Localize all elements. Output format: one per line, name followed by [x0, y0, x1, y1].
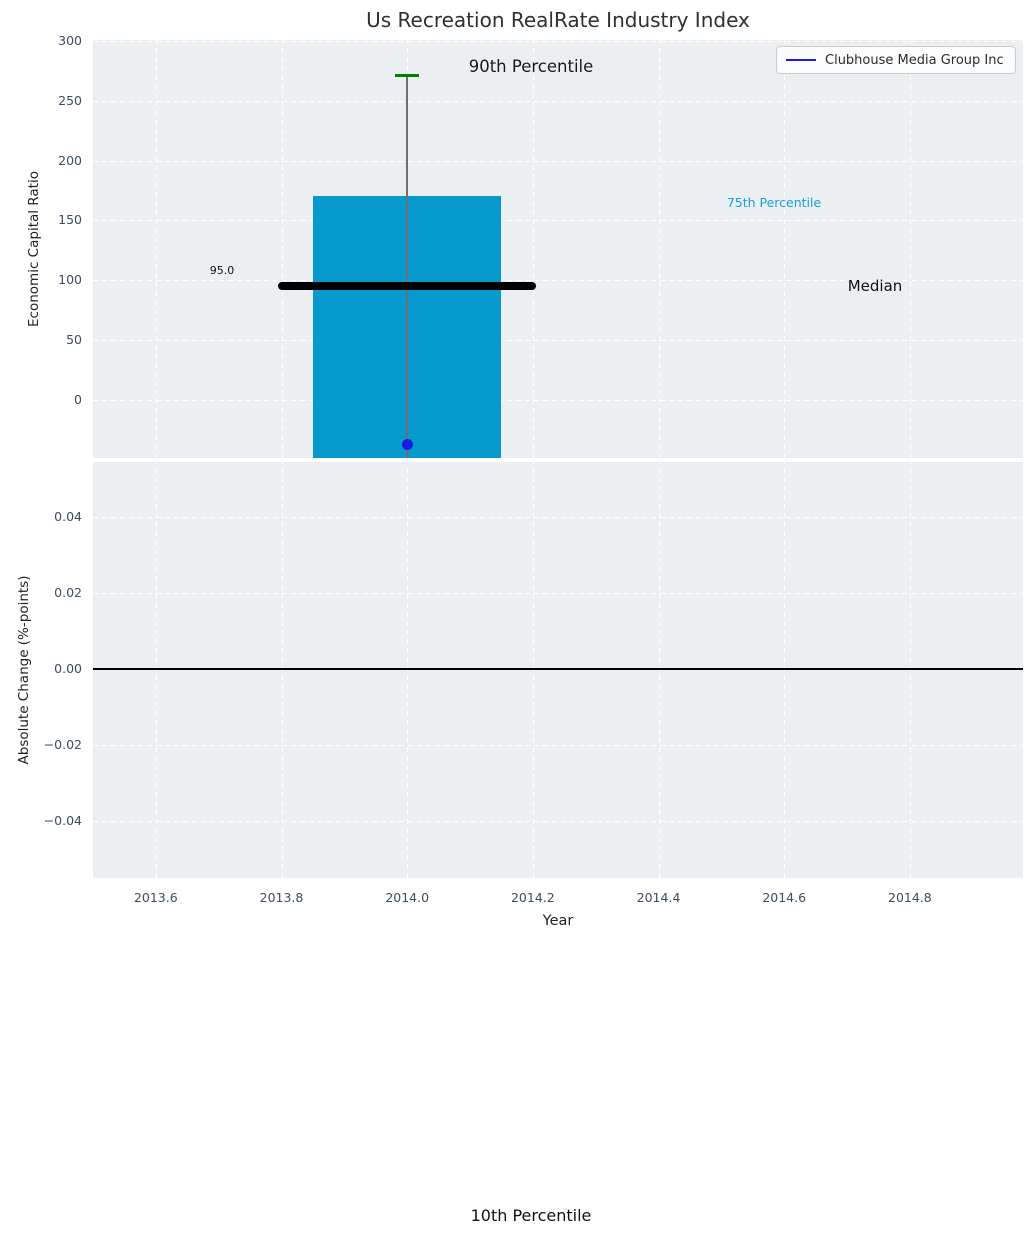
- y-tick-label: 50: [66, 332, 82, 348]
- chart-title: Us Recreation RealRate Industry Index: [366, 8, 750, 32]
- x-tick-label: 2014.4: [636, 890, 681, 905]
- gridline-horizontal: [93, 517, 1023, 519]
- median-annotation: Median: [847, 277, 903, 295]
- gridline-vertical: [532, 462, 534, 878]
- y-tick-label: 250: [58, 92, 82, 108]
- bottom-axes: [93, 462, 1023, 878]
- legend-label: Clubhouse Media Group Inc: [825, 52, 1004, 68]
- p75-annotation: 75th Percentile: [726, 195, 822, 210]
- x-tick-label: 2014.8: [888, 890, 932, 905]
- x-tick-label: 2014.6: [762, 890, 807, 905]
- gridline-horizontal: [93, 593, 1023, 595]
- gridline-vertical: [658, 40, 660, 458]
- gridline-vertical: [155, 462, 157, 878]
- gridline-horizontal: [93, 40, 1023, 42]
- median-value-label: 95.0: [209, 264, 235, 277]
- y-tick-label: 150: [58, 212, 82, 228]
- y-tick-label: 0: [74, 392, 82, 408]
- top-axes: [93, 40, 1023, 458]
- gridline-horizontal: [93, 280, 1023, 282]
- gridline-vertical: [281, 462, 283, 878]
- gridline-vertical: [784, 40, 786, 458]
- legend: Clubhouse Media Group Inc: [776, 46, 1016, 74]
- gridline-horizontal: [93, 745, 1023, 747]
- gridline-vertical: [532, 40, 534, 458]
- y-tick-label: 300: [58, 32, 82, 48]
- company-marker-dot: [401, 439, 413, 451]
- whisker-line: [406, 75, 408, 458]
- gridline-vertical: [407, 462, 409, 878]
- y-tick-label: 0.00: [54, 661, 82, 677]
- y-tick-label: 200: [58, 152, 82, 168]
- gridline-vertical: [909, 462, 911, 878]
- gridline-horizontal: [93, 220, 1023, 222]
- p10-annotation: 10th Percentile: [470, 1206, 592, 1225]
- x-tick-label: 2013.6: [133, 890, 178, 905]
- y-tick-label: 0.04: [54, 509, 82, 525]
- p90-cap: [395, 74, 420, 78]
- gridline-vertical: [909, 40, 911, 458]
- y-tick-label: −0.02: [43, 737, 82, 753]
- gridline-horizontal: [93, 340, 1023, 342]
- gridline-horizontal: [93, 160, 1023, 162]
- zero-line: [93, 668, 1023, 670]
- x-axis-label: Year: [542, 913, 574, 929]
- x-tick-label: 2013.8: [259, 890, 304, 905]
- gridline-vertical: [155, 40, 157, 458]
- p90-annotation: 90th Percentile: [468, 57, 594, 76]
- legend-line-swatch: [786, 58, 816, 62]
- gridline-vertical: [281, 40, 283, 458]
- x-tick-label: 2014.0: [385, 890, 430, 905]
- median-line: [278, 282, 536, 291]
- gridline-horizontal: [93, 400, 1023, 402]
- gridline-vertical: [658, 462, 660, 878]
- gridline-horizontal: [93, 100, 1023, 102]
- x-tick-label: 2014.2: [510, 890, 555, 905]
- y-axis-label-top: Economic Capital Ratio: [26, 171, 42, 327]
- gridline-horizontal: [93, 821, 1023, 822]
- gridline-vertical: [784, 462, 786, 878]
- y-tick-label: 0.02: [54, 585, 82, 601]
- y-tick-label: 100: [58, 272, 82, 288]
- y-tick-label: −0.04: [43, 813, 82, 828]
